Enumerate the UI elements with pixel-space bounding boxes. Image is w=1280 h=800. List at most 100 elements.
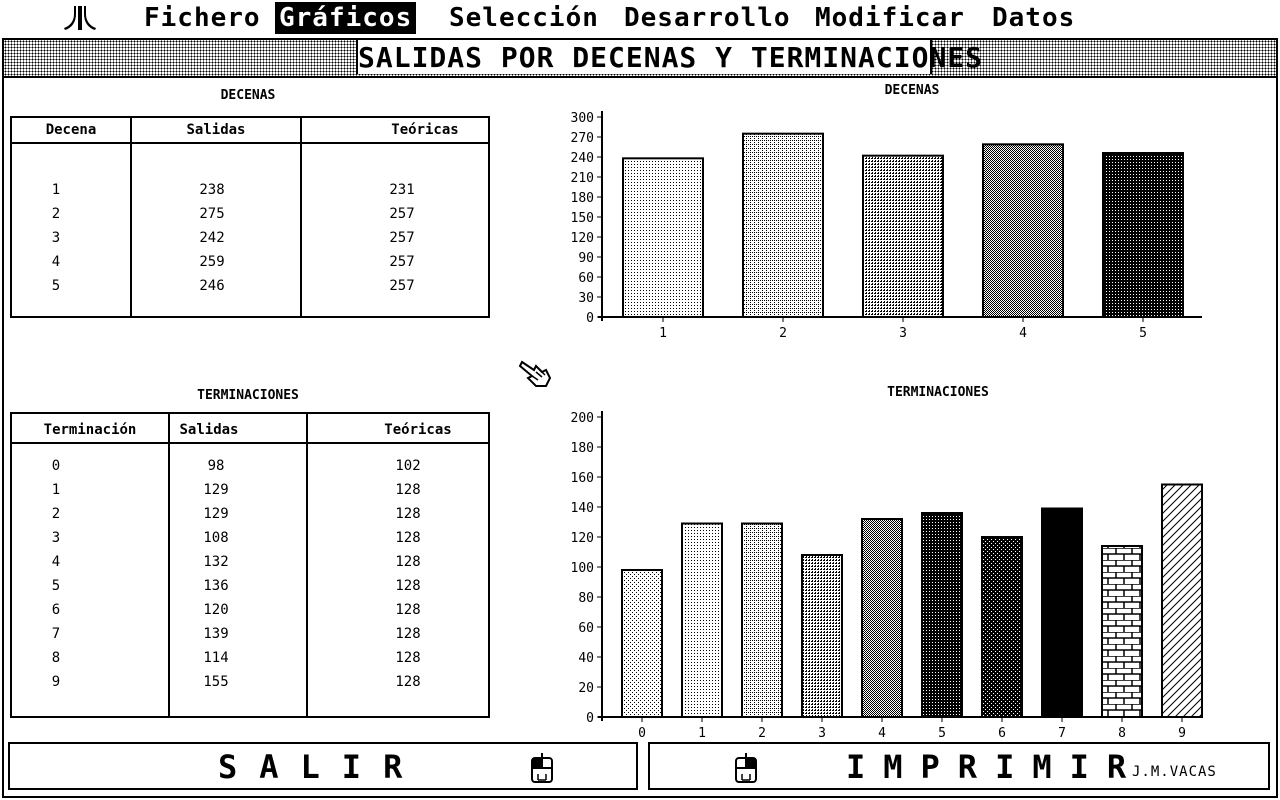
x-tick-label: 6 (998, 726, 1006, 741)
author-label: J.M.VACAS (1132, 764, 1217, 780)
decenas-table-cell: 259 (199, 254, 225, 270)
decenas-table-cell: 231 (389, 182, 415, 198)
decenas-col-salidas: Salidas (186, 122, 246, 138)
terminaciones-table-cell: 128 (395, 626, 421, 642)
decenas-chart: DECENAS 0 30 60 90 120 150 180 210 240 270 300 1 2 3 4… (571, 83, 1202, 341)
x-tick-label: 1 (659, 326, 667, 341)
decenas-table-heading: DECENAS (220, 88, 276, 103)
terminaciones-table-cell: 108 (203, 530, 229, 546)
bar (1101, 545, 1143, 718)
y-tick-label: 40 (578, 651, 594, 666)
decenas-col-decena: Decena (45, 122, 97, 138)
decenas-table (10, 116, 490, 318)
terminaciones-table-cell: 2 (51, 506, 61, 522)
atari-fuji-icon[interactable] (62, 4, 98, 32)
terminaciones-table-cell: 114 (203, 650, 229, 666)
bar (741, 522, 783, 718)
x-tick-label: 7 (1058, 726, 1066, 741)
terminaciones-table-cell: 128 (395, 530, 421, 546)
menu-bar (0, 0, 1280, 36)
decenas-table-cell: 238 (199, 182, 225, 198)
terminaciones-table-cell: 4 (51, 554, 61, 570)
menu-fichero[interactable]: Fichero (144, 3, 261, 33)
terminaciones-table-cell: 128 (395, 578, 421, 594)
salir-button-label: SALIR (218, 748, 425, 786)
decenas-table-cell: 1 (51, 182, 61, 198)
terminaciones-table-cell: 120 (203, 602, 229, 618)
terminaciones-table-cell: 129 (203, 482, 229, 498)
menu-datos[interactable]: Datos (992, 3, 1076, 33)
y-tick-label: 30 (578, 291, 594, 306)
bar (622, 157, 704, 319)
y-tick-label: 120 (571, 531, 594, 546)
y-tick-label: 180 (571, 191, 594, 206)
salir-button[interactable]: SALIR (8, 742, 638, 790)
terminaciones-table-cell: 7 (51, 626, 61, 642)
y-tick-label: 90 (578, 251, 594, 266)
x-tick-label: 5 (1139, 326, 1147, 341)
imprimir-button-label: IMPRIMIR (846, 748, 1145, 786)
terminaciones-col-salidas: Salidas (179, 422, 239, 438)
terminaciones-table-cell: 132 (203, 554, 229, 570)
bar (982, 143, 1064, 319)
decenas-table-divider (300, 116, 302, 318)
terminaciones-table-divider (306, 412, 308, 718)
terminaciones-table-cell: 128 (395, 482, 421, 498)
terminaciones-table-cell: 1 (51, 482, 61, 498)
menu-desarrollo[interactable]: Desarrollo (624, 3, 791, 33)
y-tick-label: 140 (571, 501, 594, 516)
x-tick-label: 2 (758, 726, 766, 741)
bar (861, 518, 903, 718)
imprimir-button[interactable]: IMPRIMIR J.M.VACAS (648, 742, 1270, 790)
menu-seleccion[interactable]: Selección (449, 3, 599, 33)
y-tick-label: 270 (571, 131, 594, 146)
y-tick-label: 60 (578, 271, 594, 286)
terminaciones-table-cell: 102 (395, 458, 421, 474)
decenas-table-header-divider (10, 142, 490, 144)
x-tick-label: 8 (1118, 726, 1126, 741)
y-tick-label: 0 (586, 311, 594, 326)
bar (981, 536, 1023, 718)
y-tick-label: 80 (578, 591, 594, 606)
decenas-col-teoricas: Teóricas (391, 122, 459, 138)
menu-modificar[interactable]: Modificar (815, 3, 965, 33)
terminaciones-table (10, 412, 490, 718)
decenas-table-cell: 4 (51, 254, 61, 270)
bar (1102, 152, 1184, 318)
decenas-table-cell: 5 (51, 278, 61, 294)
terminaciones-chart-title: TERMINACIONES (887, 385, 989, 400)
bar (1161, 483, 1203, 718)
terminaciones-table-cell: 128 (395, 506, 421, 522)
menu-graficos[interactable]: Gráficos (275, 2, 417, 34)
y-tick-label: 240 (571, 151, 594, 166)
window-title: SALIDAS POR DECENAS Y TERMINACIONES (356, 40, 984, 74)
terminaciones-table-cell: 128 (395, 602, 421, 618)
terminaciones-table-cell: 98 (207, 458, 225, 474)
mouse-icon (531, 753, 553, 783)
decenas-table-cell: 257 (389, 230, 415, 246)
terminaciones-table-cell: 6 (51, 602, 61, 618)
terminaciones-col-terminacion: Terminación (43, 422, 137, 438)
terminaciones-table-header-divider (10, 442, 490, 444)
bar (801, 554, 843, 718)
mouse-icon (735, 753, 757, 783)
bar (621, 569, 663, 718)
terminaciones-table-heading: TERMINACIONES (197, 388, 299, 403)
y-tick-label: 100 (571, 561, 594, 576)
y-tick-label: 180 (571, 441, 594, 456)
y-tick-label: 160 (571, 471, 594, 486)
y-tick-label: 300 (571, 111, 594, 126)
terminaciones-table-cell: 136 (203, 578, 229, 594)
x-tick-label: 1 (698, 726, 706, 741)
terminaciones-table-cell: 139 (203, 626, 229, 642)
decenas-table-cell: 246 (199, 278, 225, 294)
y-tick-label: 200 (571, 411, 594, 426)
terminaciones-table-cell: 155 (203, 674, 229, 690)
decenas-table-cell: 257 (389, 278, 415, 294)
bar (921, 512, 963, 718)
decenas-table-cell: 242 (199, 230, 225, 246)
decenas-table-divider (130, 116, 132, 318)
x-tick-label: 9 (1178, 726, 1186, 741)
terminaciones-table-cell: 128 (395, 674, 421, 690)
decenas-table-cell: 2 (51, 206, 61, 222)
